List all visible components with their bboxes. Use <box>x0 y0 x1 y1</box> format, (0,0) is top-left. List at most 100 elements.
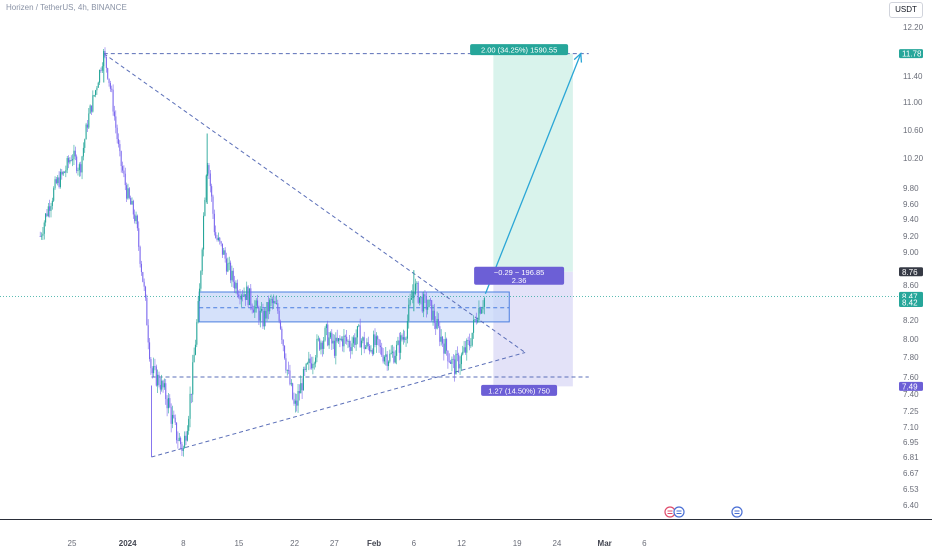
candle-body <box>329 332 331 338</box>
event-flag-icon[interactable] <box>673 506 685 518</box>
candle-body <box>61 171 63 175</box>
candle-body <box>109 83 111 89</box>
candle-body <box>90 105 93 112</box>
candle-body <box>406 321 408 339</box>
svg-text:−0.29 − 196.85: −0.29 − 196.85 <box>494 268 544 277</box>
candle-body <box>394 355 396 363</box>
candle-body <box>320 342 322 350</box>
candle-body <box>417 282 419 303</box>
candle-body <box>76 156 78 171</box>
candle-body <box>301 383 303 391</box>
candle-body <box>275 303 277 305</box>
candle-body <box>53 188 55 201</box>
candle-body <box>162 380 164 388</box>
candle-body <box>405 338 407 340</box>
candle-body <box>176 422 178 441</box>
candle-body <box>95 90 97 96</box>
candle-body <box>289 370 291 385</box>
y-tick-label: 12.20 <box>903 23 924 32</box>
candle-body <box>242 295 244 297</box>
candle-body <box>459 364 461 369</box>
trendline <box>103 53 526 353</box>
candle-body <box>398 340 400 353</box>
candle-body <box>278 310 280 322</box>
candle-body <box>240 295 242 300</box>
candle-body <box>174 417 176 423</box>
svg-text:8.76: 8.76 <box>902 268 918 277</box>
candle-body <box>248 288 250 306</box>
candle-body <box>302 369 304 391</box>
svg-text:8.47: 8.47 <box>902 292 918 301</box>
candle-body <box>158 374 160 385</box>
candle-body <box>136 215 138 229</box>
candle-body <box>142 272 144 282</box>
candle-body <box>74 150 76 157</box>
y-tick-label: 7.60 <box>903 373 919 382</box>
candle-body <box>252 309 255 313</box>
candle-body <box>400 335 402 353</box>
candle-body <box>362 337 364 341</box>
x-tick-label: 15 <box>234 539 243 548</box>
candle-body <box>269 299 271 312</box>
y-tick-label: 9.40 <box>903 215 919 224</box>
candle-body <box>120 151 122 167</box>
candle-body <box>259 310 261 321</box>
candle-body <box>124 173 126 186</box>
x-tick-label: 25 <box>68 539 77 548</box>
candle-body <box>57 177 59 184</box>
y-tick-label: 9.20 <box>903 232 919 241</box>
candle-body <box>73 150 75 160</box>
candle-body <box>111 88 113 90</box>
candle-body <box>45 213 47 223</box>
candle-body <box>92 95 94 112</box>
x-tick-label: 24 <box>552 539 561 548</box>
candle-body <box>440 336 442 342</box>
candle-body <box>197 301 199 323</box>
candle-body <box>475 319 477 323</box>
candle-body <box>113 111 115 117</box>
candle-body <box>392 351 394 353</box>
candle-body <box>146 297 148 326</box>
candle-body <box>419 297 421 303</box>
candle-body <box>178 437 180 441</box>
candle-body <box>360 340 363 348</box>
y-tick-label: 6.81 <box>903 453 919 462</box>
candle-body <box>230 262 232 281</box>
candle-body <box>211 186 213 197</box>
candle-body <box>397 340 399 345</box>
candle-body <box>346 336 348 342</box>
candle-body <box>296 400 298 406</box>
candle-body <box>99 69 101 83</box>
candle-body <box>227 263 229 272</box>
candle-body <box>466 340 468 353</box>
candle-body <box>220 241 222 244</box>
x-tick-label: Mar <box>598 539 612 548</box>
candle-body <box>198 288 201 302</box>
candle-body <box>46 213 48 217</box>
candle-body <box>311 363 313 369</box>
event-flag-icon[interactable] <box>731 506 743 518</box>
currency-button[interactable]: USDT <box>889 2 923 18</box>
candle-body <box>261 309 263 311</box>
candle-body <box>43 222 45 234</box>
candle-body <box>225 258 228 272</box>
candle-body <box>51 200 53 206</box>
candle-body <box>271 298 273 304</box>
candle-body <box>200 271 202 289</box>
candle-body <box>356 326 358 338</box>
candle-body <box>54 179 56 189</box>
candle-body <box>393 351 395 363</box>
symbol-legend[interactable]: Horizen / TetherUS, 4h, BINANCE <box>6 3 127 12</box>
candle-body <box>315 357 317 364</box>
y-tick-label: 10.20 <box>903 154 924 163</box>
candle-body <box>263 310 265 327</box>
candle-body <box>328 337 330 346</box>
candle-body <box>258 308 260 321</box>
candle-body <box>382 355 384 362</box>
candle-body <box>471 332 473 346</box>
candle-body <box>155 366 157 386</box>
candle-body <box>246 286 248 300</box>
candle-body <box>282 339 284 346</box>
